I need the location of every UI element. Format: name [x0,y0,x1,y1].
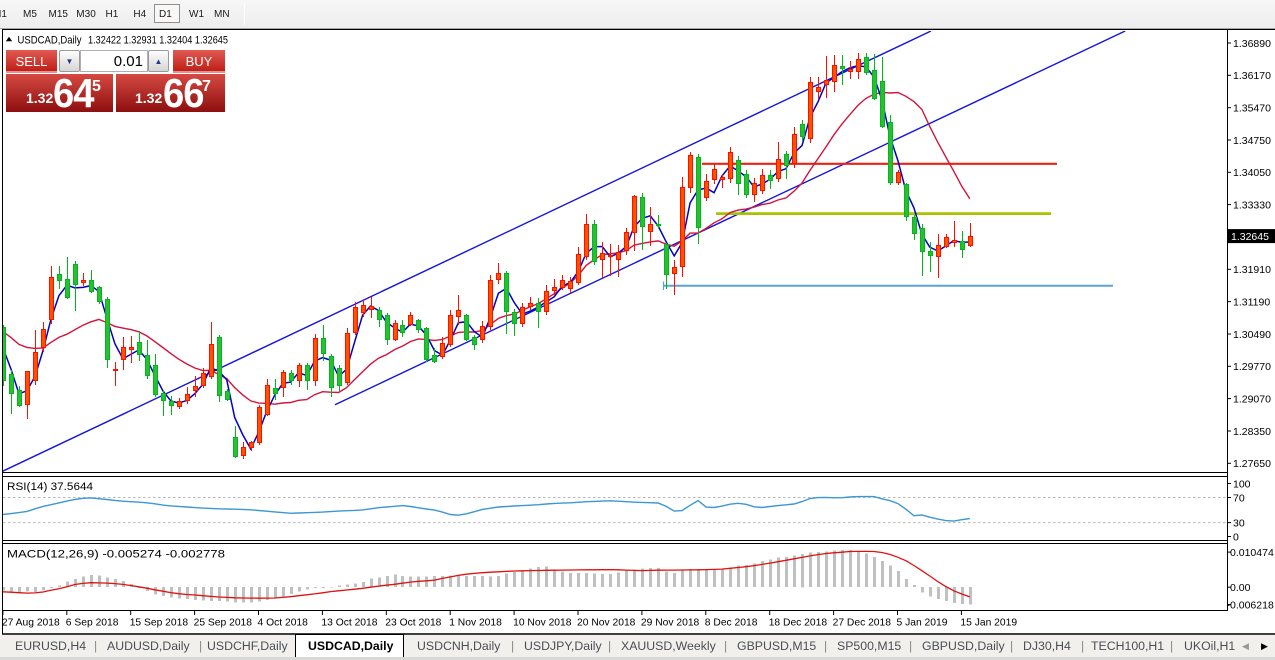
svg-text:USDCAD,Daily: USDCAD,Daily [18,34,83,46]
svg-text:23 Oct 2018: 23 Oct 2018 [385,618,441,629]
svg-text:6 Sep 2018: 6 Sep 2018 [66,618,119,629]
svg-text:29 Nov 2018: 29 Nov 2018 [641,618,700,629]
svg-text:1.34750: 1.34750 [1233,135,1271,147]
svg-text:18 Dec 2018: 18 Dec 2018 [769,618,828,629]
svg-text:-0.006218: -0.006218 [1227,599,1274,611]
svg-text:30: 30 [1233,517,1245,529]
svg-text:1.32422 1.32931 1.32404 1.3264: 1.32422 1.32931 1.32404 1.32645 [88,34,228,46]
svg-text:1.34050: 1.34050 [1233,167,1271,179]
svg-text:27 Aug 2018: 27 Aug 2018 [2,618,60,629]
svg-text:4 Oct 2018: 4 Oct 2018 [258,618,309,629]
svg-text:20 Nov 2018: 20 Nov 2018 [577,618,636,629]
svg-text:1.33330: 1.33330 [1233,199,1271,211]
svg-text:25 Sep 2018: 25 Sep 2018 [194,618,253,629]
svg-text:0.00: 0.00 [1230,582,1251,594]
svg-text:10 Nov 2018: 10 Nov 2018 [513,618,572,629]
svg-text:1.28350: 1.28350 [1233,426,1271,438]
svg-text:100: 100 [1233,478,1251,490]
svg-text:27 Dec 2018: 27 Dec 2018 [833,618,892,629]
svg-text:15 Jan 2019: 15 Jan 2019 [960,618,1017,629]
svg-text:8 Dec 2018: 8 Dec 2018 [705,618,758,629]
svg-text:5 Jan 2019: 5 Jan 2019 [897,618,948,629]
svg-text:1.36170: 1.36170 [1233,70,1271,82]
svg-text:70: 70 [1233,492,1245,504]
svg-text:13 Oct 2018: 13 Oct 2018 [321,618,377,629]
svg-text:1 Nov 2018: 1 Nov 2018 [449,618,502,629]
svg-text:RSI(14) 37.5644: RSI(14) 37.5644 [7,481,93,493]
svg-text:1.29770: 1.29770 [1233,361,1271,373]
svg-text:0.010474: 0.010474 [1230,547,1274,559]
svg-text:1.31190: 1.31190 [1233,296,1270,308]
svg-text:15 Sep 2018: 15 Sep 2018 [130,618,189,629]
svg-text:1.30490: 1.30490 [1233,329,1271,341]
svg-text:1.35470: 1.35470 [1233,103,1271,115]
svg-text:0: 0 [1233,531,1239,543]
svg-text:1.29070: 1.29070 [1233,393,1271,405]
svg-text:1.31910: 1.31910 [1233,264,1271,276]
svg-text:1.36890: 1.36890 [1233,38,1271,50]
svg-text:MACD(12,26,9) -0.005274 -0.002: MACD(12,26,9) -0.005274 -0.002778 [7,549,225,561]
svg-text:1.32645: 1.32645 [1231,231,1269,243]
svg-text:1.27650: 1.27650 [1233,458,1271,470]
